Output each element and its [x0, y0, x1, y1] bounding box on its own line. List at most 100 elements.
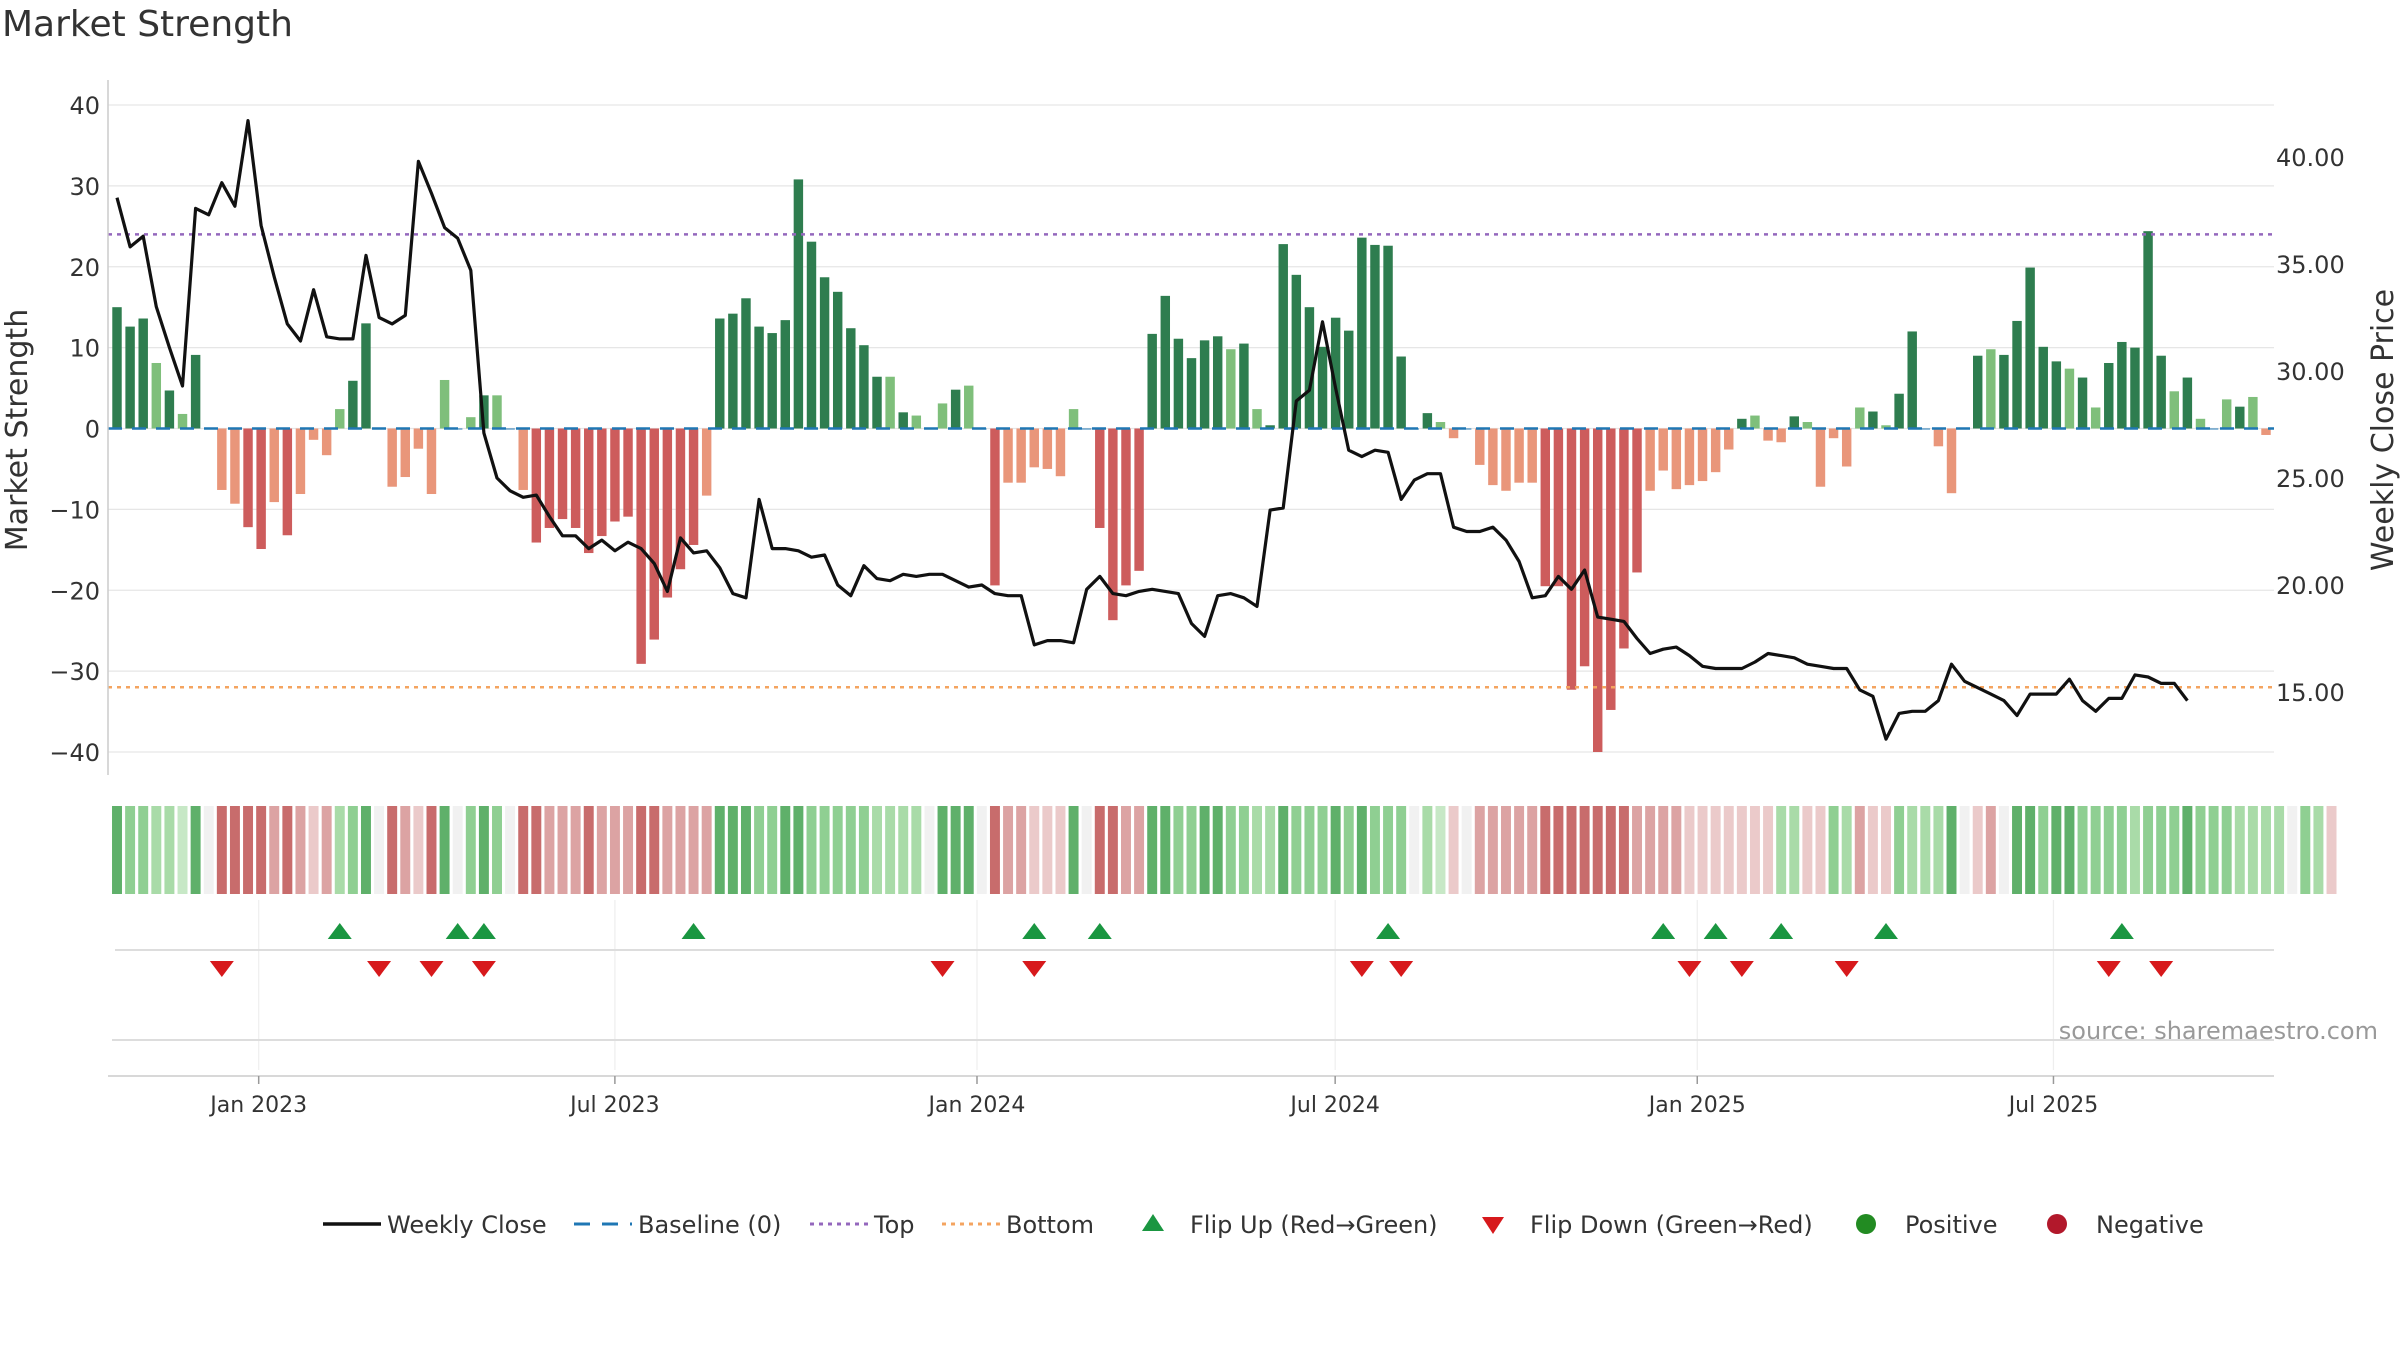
strength-band-cell — [950, 806, 961, 894]
strength-bar — [793, 179, 804, 429]
strength-bar — [2064, 368, 2075, 429]
strength-band-cell — [1042, 806, 1053, 894]
flip-down-marker — [2096, 961, 2121, 977]
strength-band-cell — [596, 806, 607, 894]
axes: −40 −30 −20 −10 0 10 20 30 40 Market Strength 15.0… — [0, 80, 2400, 775]
strength-band-cell — [1055, 806, 1066, 894]
strength-bar — [1999, 354, 2009, 429]
strength-bar — [1907, 331, 1917, 429]
strength-band-cell — [1763, 806, 1774, 894]
strength-bar — [1448, 428, 1459, 439]
strength-band-cell — [531, 806, 542, 894]
flip-down-marker — [419, 961, 444, 977]
strength-bar — [1265, 425, 1275, 429]
strength-bar — [2248, 396, 2258, 429]
strength-band-cell — [1802, 806, 1813, 894]
strength-bar — [1357, 237, 1367, 429]
x-tick-label: Jan 2025 — [1647, 1093, 1746, 1118]
strength-bar — [2261, 428, 2271, 435]
strength-band-cell — [858, 806, 869, 894]
strength-band-cell — [321, 806, 332, 894]
strength-band-cell — [806, 806, 817, 894]
strength-band-cell — [1553, 806, 1564, 894]
strength-bar — [1291, 274, 1302, 429]
strength-bar — [1042, 428, 1053, 469]
y2-tick-label: 35.00 — [2276, 251, 2345, 279]
strength-band-cell — [937, 806, 948, 894]
flip-up-marker — [1873, 923, 1898, 939]
y-tick-label: −20 — [49, 577, 100, 605]
flip-markers — [112, 923, 2274, 1041]
strength-band-cell — [1225, 806, 1236, 894]
strength-bar — [767, 333, 777, 429]
strength-band-cell — [2051, 806, 2062, 894]
strength-band-cell — [1540, 806, 1551, 894]
strength-band-cell — [1828, 806, 1839, 894]
strength-bar — [1081, 428, 1092, 430]
x-tick-label: Jan 2024 — [927, 1093, 1026, 1118]
strength-band-cell — [2234, 806, 2245, 894]
strength-band-cell — [2169, 806, 2180, 894]
strength-bar — [308, 428, 319, 440]
strength-band-cell — [125, 806, 136, 894]
strength-band-cell — [1422, 806, 1433, 894]
strength-band-cell — [177, 806, 188, 894]
y2-tick-label: 25.00 — [2276, 465, 2345, 493]
strength-band-cell — [1789, 806, 1800, 894]
strength-bar — [662, 428, 673, 598]
strength-band-cell — [1487, 806, 1498, 894]
strength-bar — [1396, 356, 1406, 429]
strength-bar — [1776, 428, 1786, 443]
strength-band-cell — [1409, 806, 1420, 894]
flip-down-marker — [1834, 961, 1859, 977]
strength-band-cell — [1094, 806, 1105, 894]
strength-band-cell — [1173, 806, 1184, 894]
strength-band-cell — [1356, 806, 1367, 894]
reference-lines — [108, 233, 2274, 689]
strength-band-cell — [2274, 806, 2285, 894]
strength-band-cell — [2287, 806, 2298, 894]
strength-bar — [885, 376, 895, 429]
flip-down-marker — [2149, 961, 2174, 977]
strength-bar — [518, 428, 528, 490]
strength-bar — [2235, 406, 2245, 429]
strength-band-cell — [688, 806, 699, 894]
strength-band-cell — [1383, 806, 1394, 894]
strength-band-cell — [426, 806, 437, 894]
strength-band-cell — [609, 806, 620, 894]
strength-bar — [1212, 336, 1223, 429]
strength-bar — [1750, 415, 1760, 429]
strength-bar — [1475, 428, 1485, 465]
strength-bar — [492, 395, 502, 429]
strength-band-cell — [583, 806, 594, 894]
strength-band-cell — [1199, 806, 1210, 894]
strength-band-cell — [1579, 806, 1590, 894]
strength-band-cell — [505, 806, 516, 894]
strength-bar — [138, 318, 148, 429]
strength-bar — [1894, 393, 1904, 429]
flip-down-marker — [930, 961, 955, 977]
strength-bar — [675, 428, 686, 570]
strength-band-cell — [413, 806, 424, 894]
strength-bar — [1134, 428, 1144, 571]
strength-bar — [1108, 428, 1118, 621]
strength-band-cell — [1592, 806, 1603, 894]
strength-bar — [2130, 347, 2140, 429]
strength-band-cell — [544, 806, 555, 894]
strength-bar — [2195, 418, 2206, 429]
strength-band-cell — [1723, 806, 1734, 894]
strength-bar — [1540, 428, 1551, 587]
strength-band-cell — [164, 806, 175, 894]
strength-bars — [112, 179, 2271, 752]
strength-bar — [1501, 428, 1511, 491]
strength-band-cell — [256, 806, 267, 894]
flip-up-marker — [471, 923, 496, 939]
legend-label: Baseline (0) — [638, 1211, 781, 1239]
strength-band-cell — [1697, 806, 1708, 894]
strength-bar — [230, 428, 240, 504]
strength-bar — [1435, 422, 1446, 429]
legend-item: Baseline (0) — [574, 1211, 781, 1239]
strength-band-cell — [1972, 806, 1983, 894]
y-axis-title: Market Strength — [0, 309, 35, 551]
strength-bar — [217, 428, 227, 490]
